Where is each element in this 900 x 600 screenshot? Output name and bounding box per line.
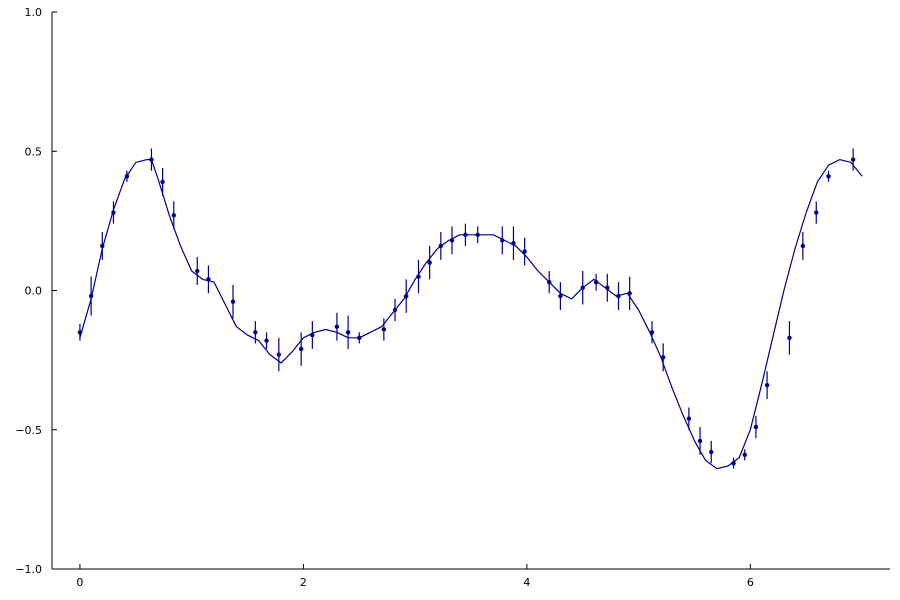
series-curve (79, 159, 863, 470)
data-point (449, 238, 455, 243)
data-point (392, 307, 398, 313)
data-point (627, 291, 632, 296)
data-point (88, 293, 94, 299)
data-point (753, 424, 759, 430)
series-line (79, 159, 863, 470)
data-points (77, 157, 856, 466)
data-point (616, 293, 621, 299)
data-point (276, 352, 282, 357)
data-point (511, 240, 516, 246)
data-point (660, 355, 666, 360)
data-point (764, 382, 770, 388)
data-point (787, 335, 792, 341)
data-point (850, 157, 856, 162)
data-point (709, 449, 714, 455)
data-point (206, 277, 211, 282)
data-point (334, 324, 340, 329)
data-point (463, 232, 468, 237)
y-tick-label: −1.0 (15, 563, 42, 576)
data-point (381, 327, 387, 332)
data-point (522, 249, 527, 254)
data-point (438, 243, 444, 249)
data-point (403, 293, 409, 299)
y-tick-label: 1.0 (25, 6, 43, 19)
data-point (558, 293, 563, 299)
axes: −1.0 −0.5 0.0 0.5 1.0 0 2 4 6 (15, 6, 890, 589)
data-point (800, 243, 806, 249)
data-point (124, 174, 130, 179)
data-point (649, 330, 655, 335)
x-tick-label: 6 (747, 576, 754, 589)
data-point (500, 238, 505, 243)
error-bars (79, 148, 854, 469)
data-point (731, 460, 736, 466)
data-point (580, 285, 585, 290)
data-point (298, 346, 304, 352)
data-point (149, 157, 154, 162)
data-point (77, 330, 83, 335)
y-tick-label: 0.5 (25, 145, 43, 158)
data-point (686, 416, 692, 421)
data-point (310, 332, 315, 338)
data-point (253, 330, 258, 335)
x-tick-label: 0 (76, 576, 83, 589)
data-point (593, 279, 599, 285)
data-point (345, 330, 351, 335)
y-tick-label: −0.5 (15, 424, 42, 437)
data-point (475, 232, 480, 237)
x-tick-label: 2 (300, 576, 307, 589)
data-point (416, 274, 421, 279)
data-point (697, 438, 703, 444)
data-point (195, 268, 200, 274)
data-point (230, 299, 236, 304)
data-point (826, 174, 831, 179)
data-point (264, 338, 269, 343)
data-point (547, 279, 552, 285)
data-point (427, 260, 432, 265)
y-tick-label: 0.0 (25, 285, 43, 298)
data-point (814, 210, 819, 215)
data-point (357, 335, 362, 341)
data-point (171, 213, 176, 218)
data-point (605, 285, 610, 290)
x-tick-label: 4 (523, 576, 530, 589)
data-point (160, 179, 165, 185)
data-point (742, 452, 747, 458)
data-point (100, 243, 105, 249)
data-point (111, 210, 116, 215)
